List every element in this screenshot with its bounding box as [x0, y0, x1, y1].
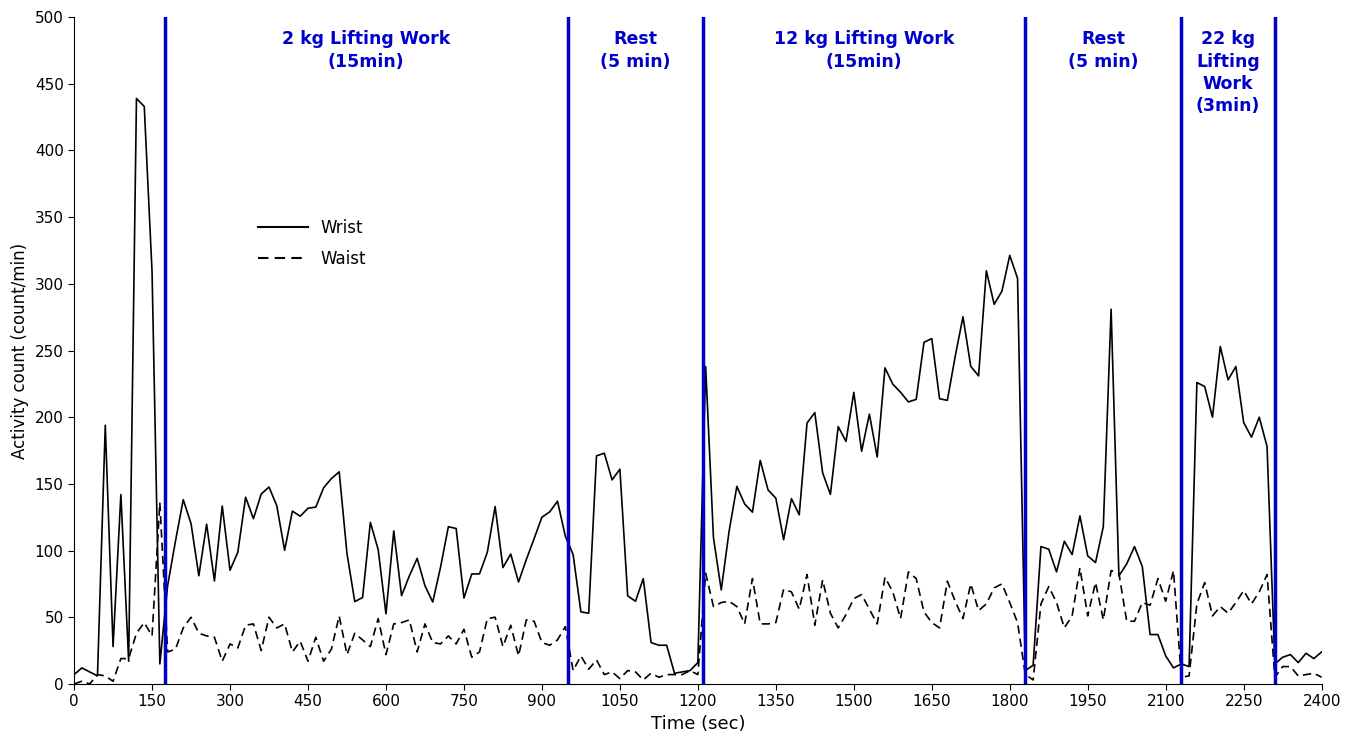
X-axis label: Time (sec): Time (sec)	[650, 715, 745, 733]
Waist	[487, 613, 503, 622]
Wrist	[542, 507, 558, 516]
Waist	[1314, 673, 1330, 682]
Wrist	[89, 671, 105, 680]
Waist	[534, 638, 550, 647]
Waist	[66, 679, 82, 688]
Wrist	[1267, 659, 1283, 668]
Wrist	[66, 670, 82, 679]
Waist	[1174, 673, 1190, 682]
Text: Rest
(5 min): Rest (5 min)	[1068, 31, 1138, 71]
Waist	[1259, 570, 1275, 579]
Waist	[416, 620, 433, 629]
Y-axis label: Activity count (count/min): Activity count (count/min)	[11, 243, 30, 458]
Wrist	[1314, 647, 1330, 656]
Text: Rest
(5 min): Rest (5 min)	[600, 31, 671, 71]
Line: Wrist: Wrist	[74, 98, 1322, 676]
Text: 2 kg Lifting Work
(15min): 2 kg Lifting Work (15min)	[283, 31, 450, 71]
Wrist	[1182, 662, 1198, 671]
Wrist	[128, 94, 145, 103]
Text: 12 kg Lifting Work
(15min): 12 kg Lifting Work (15min)	[773, 31, 955, 71]
Waist	[1111, 568, 1128, 577]
Line: Waist: Waist	[74, 502, 1322, 684]
Wrist	[495, 563, 511, 572]
Wrist	[425, 597, 441, 606]
Waist	[151, 498, 168, 507]
Wrist	[1118, 559, 1134, 568]
Text: 22 kg
Lifting
Work
(3min): 22 kg Lifting Work (3min)	[1197, 31, 1260, 115]
Legend: Wrist, Waist: Wrist, Waist	[251, 212, 373, 275]
